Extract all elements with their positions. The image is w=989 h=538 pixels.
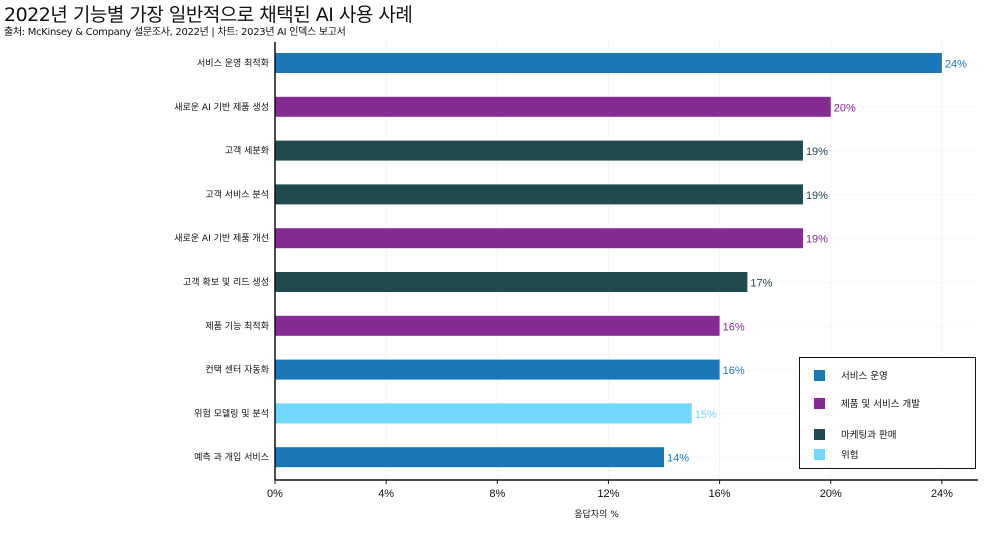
data-label: 19% xyxy=(806,234,828,246)
legend-swatch xyxy=(814,369,825,381)
x-tick-label: 20% xyxy=(820,488,842,500)
bar xyxy=(275,359,720,380)
category-label: 고객 서비스 분석 xyxy=(205,189,269,200)
category-label: 새로운 AI 기반 제품 생성 xyxy=(174,102,269,113)
legend-label: 서비스 운영 xyxy=(841,371,888,382)
data-label: 15% xyxy=(695,409,717,421)
category-label: 고객 확보 및 리드 생성 xyxy=(183,276,269,288)
bar xyxy=(275,96,831,117)
bar xyxy=(275,184,803,205)
category-label: 위험 모델링 및 분석 xyxy=(194,407,269,419)
x-axis-label: 응답자의 % xyxy=(574,508,619,520)
data-label: 19% xyxy=(806,146,828,158)
legend-label: 마케팅과 판매 xyxy=(841,430,897,441)
bar xyxy=(275,228,803,249)
chart-subtitle: 출처: McKinsey & Company 설문조사, 2022년 | 차트:… xyxy=(4,27,346,38)
bar xyxy=(275,53,942,73)
data-label: 16% xyxy=(723,365,745,377)
x-tick-label: 24% xyxy=(931,488,953,500)
data-label: 24% xyxy=(945,59,967,71)
bar xyxy=(275,272,748,292)
category-label: 서비스 운영 최적화 xyxy=(197,57,269,69)
data-label: 17% xyxy=(750,278,772,290)
legend-label: 위험 xyxy=(841,450,859,461)
bar xyxy=(275,315,720,336)
x-tick-label: 16% xyxy=(709,488,731,500)
data-label: 20% xyxy=(834,102,856,114)
legend-swatch xyxy=(814,397,825,409)
x-tick-label: 4% xyxy=(378,488,394,500)
x-tick-label: 0% xyxy=(267,488,283,500)
legend-label: 제품 및 서비스 개발 xyxy=(841,399,920,410)
data-label: 19% xyxy=(806,190,828,202)
bar xyxy=(275,447,665,468)
category-label: 새로운 AI 기반 제품 개선 xyxy=(174,233,269,244)
legend-item: 서비스 운영 xyxy=(814,368,888,382)
legend-item: 위험 xyxy=(814,447,858,461)
legend-swatch xyxy=(814,428,825,440)
data-label: 16% xyxy=(723,321,745,333)
chart-title: 2022년 기능별 가장 일반적으로 채택된 AI 사용 사례 xyxy=(4,4,413,26)
legend: 서비스 운영 제품 및 서비스 개발 마케팅과 판매 위험 xyxy=(799,357,976,469)
category-label: 제품 기능 최적화 xyxy=(205,320,269,332)
legend-item: 마케팅과 판매 xyxy=(814,427,896,441)
x-tick-label: 8% xyxy=(489,488,505,500)
category-label: 컨택 센터 자동화 xyxy=(205,365,269,376)
data-label: 14% xyxy=(667,453,689,465)
category-label: 고객 세분화 xyxy=(225,146,269,157)
bar xyxy=(275,403,692,424)
category-label: 예측 과 개입 서비스 xyxy=(194,451,269,463)
x-tick-label: 12% xyxy=(597,488,619,500)
bar xyxy=(275,140,803,161)
legend-swatch xyxy=(814,448,825,460)
legend-item: 제품 및 서비스 개발 xyxy=(814,396,920,410)
